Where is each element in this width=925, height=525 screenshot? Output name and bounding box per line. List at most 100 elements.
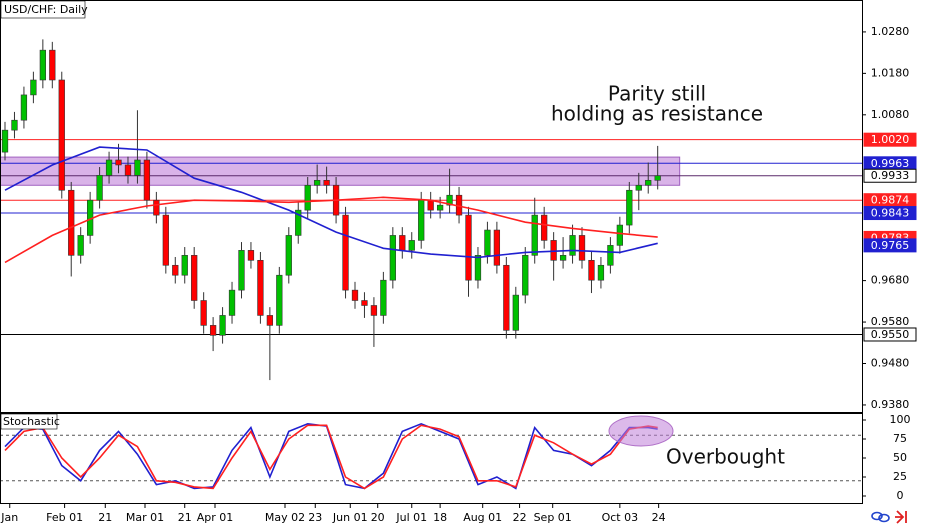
candle-body <box>209 325 217 336</box>
y-tick-label: 1.0280 <box>871 25 910 38</box>
candle-body <box>559 255 567 261</box>
x-tick-label: Apr 01 <box>197 511 234 524</box>
x-tick-label: Feb 01 <box>46 511 83 524</box>
stochastic-title: Stochastic <box>3 415 60 428</box>
x-tick-label: 22 <box>513 511 527 524</box>
candle-body <box>143 159 151 201</box>
candle-body <box>607 245 614 266</box>
candle-body <box>597 264 605 281</box>
level-label: 0.9874 <box>871 194 910 207</box>
x-tick-label: May 02 <box>265 511 305 524</box>
candle-body <box>616 224 623 246</box>
line-series <box>4 146 658 259</box>
y-tick-label: 100 <box>890 413 911 426</box>
y-tick-label: 0.9580 <box>871 315 910 328</box>
candle-body <box>285 235 292 276</box>
candle-body <box>162 214 169 266</box>
candle-body <box>654 175 661 181</box>
candle-body <box>77 235 84 256</box>
x-tick-label: 21 <box>98 511 112 524</box>
candle-body <box>588 259 595 281</box>
level-label-box <box>863 327 917 342</box>
annotation: Overbought <box>666 445 785 469</box>
candle-body <box>68 189 75 256</box>
y-tick-label: 0.9480 <box>871 357 910 370</box>
candle-body <box>96 175 103 201</box>
candle-body <box>361 300 368 306</box>
level-label-box <box>863 168 917 183</box>
candle-body <box>134 159 141 176</box>
candle-body <box>219 315 226 336</box>
candle-body <box>257 259 264 316</box>
candle-body <box>465 214 472 281</box>
x-tick-label: Jan <box>0 511 18 524</box>
candle-body <box>351 289 359 301</box>
candle-body <box>39 49 46 81</box>
x-tick-label: 24 <box>652 511 666 524</box>
candle-body <box>389 235 396 281</box>
x-tick-label: Aug 01 <box>463 511 502 524</box>
level-label: 0.9843 <box>871 207 910 220</box>
annotation: Parity still <box>608 82 706 106</box>
level-label-box <box>863 132 917 147</box>
y-tick-label: 75 <box>893 432 907 445</box>
y-tick-label: 0.9380 <box>871 398 910 411</box>
candle-body <box>493 229 501 266</box>
candle-body <box>323 180 330 186</box>
candle-body <box>200 300 207 326</box>
resistance-zone <box>0 156 681 186</box>
candle-body <box>635 184 642 191</box>
candle-body <box>512 294 519 331</box>
candle-body <box>342 214 349 291</box>
candle-body <box>191 255 198 301</box>
candle-body <box>181 255 188 276</box>
annotation: holding as resistance <box>551 102 763 126</box>
candle-body <box>408 240 415 251</box>
candle-body <box>115 159 122 166</box>
candle-body <box>645 180 652 186</box>
candle-body <box>436 204 444 211</box>
x-tick-label: 18 <box>433 511 447 524</box>
candle-body <box>569 235 576 256</box>
candle-body <box>531 214 538 256</box>
stochastic-title-box <box>0 413 58 430</box>
level-label: 1.0020 <box>871 133 910 146</box>
x-tick-label: Mar 01 <box>126 511 164 524</box>
candle-body <box>427 199 434 211</box>
x-tick-label: Sep 01 <box>534 511 572 524</box>
candle-body <box>153 199 160 216</box>
link-icon[interactable] <box>871 511 890 523</box>
candle-body <box>266 315 274 326</box>
candle-body <box>541 214 548 241</box>
candle-body <box>247 250 255 261</box>
candle-body <box>304 184 311 211</box>
y-tick-label: 1.0180 <box>871 66 910 79</box>
candle-body <box>474 255 482 281</box>
line-series <box>4 422 658 490</box>
candle-body <box>503 264 510 331</box>
x-tick-label: Oct 03 <box>602 511 639 524</box>
level-label: 0.9765 <box>871 239 910 252</box>
candle-body <box>49 49 56 81</box>
candle-body <box>522 255 529 296</box>
candle-body <box>1 129 9 153</box>
candle-body <box>626 189 633 226</box>
y-tick-label: 1.0080 <box>871 108 910 121</box>
candle-body <box>380 279 387 316</box>
candle-body <box>238 250 245 291</box>
candle-body <box>446 194 453 206</box>
candle-body <box>11 119 18 131</box>
line-series <box>4 196 658 264</box>
level-label-box <box>863 206 917 221</box>
candle-body <box>295 209 302 236</box>
y-tick-label: 0 <box>897 489 904 502</box>
x-tick-label: 21 <box>178 511 192 524</box>
y-tick-label: 50 <box>893 451 907 464</box>
x-tick-label: 20 <box>371 511 385 524</box>
goto-icon[interactable] <box>895 510 907 524</box>
candle-body <box>30 79 37 96</box>
candle-body <box>418 199 425 241</box>
line-series <box>4 424 658 490</box>
